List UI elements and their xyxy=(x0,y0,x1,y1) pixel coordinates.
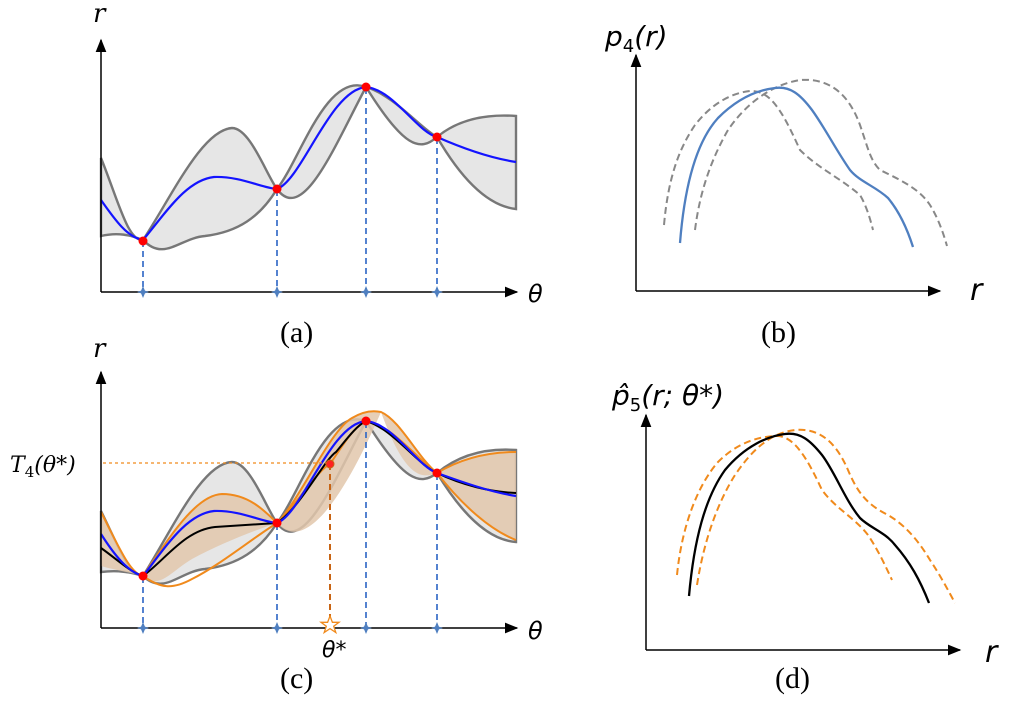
y-axis-label: r xyxy=(93,334,107,364)
density-orange-dashed-right xyxy=(696,428,956,604)
caption-b: (b) xyxy=(761,316,796,349)
density-black xyxy=(687,432,931,604)
uncertainty-band xyxy=(99,84,518,251)
panel-a: r θ (a) xyxy=(93,0,543,349)
x-axis-label: θ xyxy=(528,617,543,645)
caption-a: (a) xyxy=(280,316,313,349)
panel-b: p4(r) r (b) xyxy=(604,20,984,349)
plus-marker-icon xyxy=(137,286,443,298)
y-axis-label: p̂5(r; θ*) xyxy=(611,379,724,416)
caption-d: (d) xyxy=(775,662,810,695)
candidate-label: θ* xyxy=(322,638,346,663)
density-gray-dashed-left xyxy=(663,89,874,231)
level-label: T4(θ*) xyxy=(10,453,76,481)
x-axis-label: θ xyxy=(528,280,543,308)
y-axis-label: r xyxy=(93,0,107,29)
density-orange-dashed-left xyxy=(676,434,893,581)
plus-marker-icon xyxy=(137,622,443,634)
caption-c: (c) xyxy=(280,662,313,695)
density-gray-dashed-right xyxy=(694,78,948,247)
observation-dot-icon xyxy=(138,82,442,246)
panel-c: r θ T4(θ*) θ* (c) xyxy=(10,334,543,695)
y-axis-label: p4(r) xyxy=(604,20,668,57)
density-blue xyxy=(678,86,915,248)
x-axis-label: r xyxy=(985,635,999,670)
candidate-dot xyxy=(325,459,335,469)
panel-d: p̂5(r; θ*) r (d) xyxy=(611,379,999,695)
x-axis-label: r xyxy=(970,273,984,308)
observation-dot-icon xyxy=(138,416,442,581)
star-icon xyxy=(319,614,341,635)
